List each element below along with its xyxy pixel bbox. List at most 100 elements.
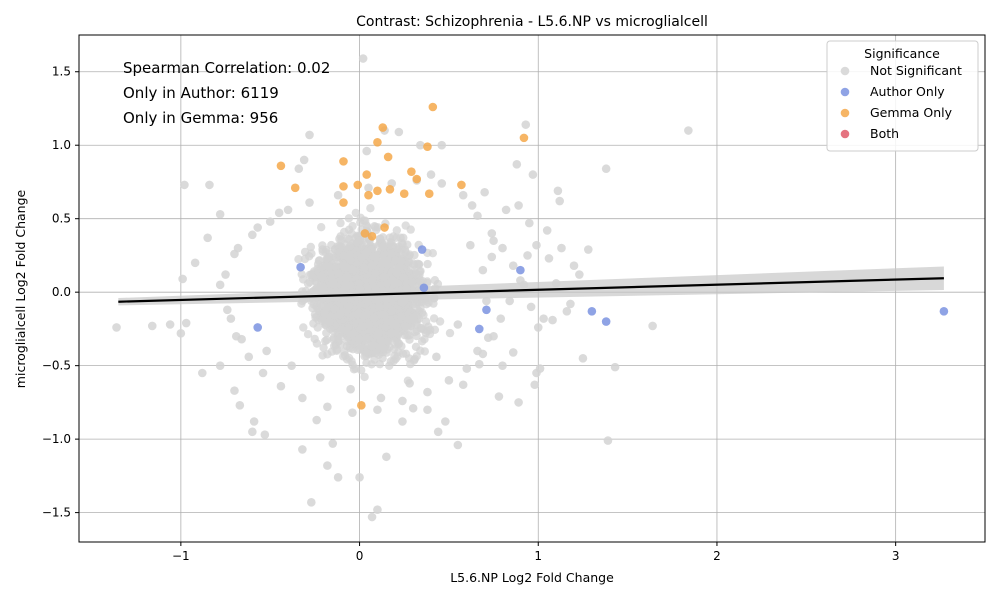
data-point	[526, 302, 536, 312]
cloud-point	[351, 364, 360, 373]
legend: Significance Not Significant Author Only G…	[826, 40, 979, 152]
data-point	[555, 196, 564, 206]
data-point	[498, 243, 507, 253]
cloud-point	[355, 284, 364, 293]
data-point	[230, 386, 239, 395]
data-point	[648, 321, 657, 331]
cloud-point	[321, 320, 330, 330]
legend-title: Significance	[864, 46, 940, 61]
cloud-point	[416, 292, 425, 301]
data-point	[215, 361, 225, 370]
data-point	[487, 252, 497, 262]
cloud-point	[407, 278, 417, 287]
data-point	[458, 380, 468, 390]
cloud-point	[382, 256, 391, 265]
data-point	[482, 296, 491, 306]
data-point	[205, 180, 214, 190]
data-point	[333, 473, 343, 482]
data-point	[376, 393, 386, 403]
cloud-point	[345, 235, 354, 244]
x-tick-label: 2	[713, 549, 721, 563]
cloud-point	[387, 329, 396, 338]
data-point	[462, 364, 472, 373]
legend-label: Not Significant	[870, 63, 962, 78]
y-tick-label: 1.5	[52, 65, 71, 79]
data-point	[575, 270, 584, 279]
data-point	[382, 452, 391, 462]
annotation-gemma-only: Only in Gemma: 956	[123, 109, 278, 127]
y-tick-label: −1.5	[42, 506, 71, 520]
data-point	[482, 305, 491, 315]
data-point	[178, 274, 187, 284]
data-point	[260, 430, 270, 440]
data-point	[355, 473, 364, 482]
series-author-only	[253, 245, 949, 334]
data-point	[457, 180, 466, 190]
cloud-point	[421, 317, 431, 326]
cloud-point	[318, 282, 328, 292]
data-point	[373, 186, 382, 196]
data-point	[498, 361, 507, 370]
data-point	[489, 236, 498, 246]
cloud-point	[425, 325, 435, 334]
data-point	[407, 167, 416, 176]
cloud-point	[387, 306, 396, 315]
data-point	[487, 229, 497, 238]
data-point	[583, 245, 593, 254]
y-axis-label: microglialcell Log2 Fold Change	[13, 189, 28, 388]
cloud-point	[410, 327, 419, 337]
data-point	[444, 376, 454, 385]
data-point	[514, 201, 523, 210]
data-point	[398, 417, 407, 426]
data-point	[294, 164, 304, 174]
cloud-point	[313, 264, 322, 273]
regression-ci-band	[118, 266, 944, 306]
data-point	[433, 427, 443, 437]
data-point	[276, 161, 286, 171]
cloud-point	[303, 330, 313, 339]
cloud-point	[318, 241, 327, 250]
cloud-point	[337, 287, 346, 296]
cloud-point	[319, 343, 328, 352]
data-point	[249, 417, 259, 426]
cloud-point	[359, 311, 368, 320]
cloud-point	[389, 232, 398, 241]
data-point	[508, 348, 518, 357]
data-point	[364, 183, 373, 193]
cloud-point	[388, 276, 397, 285]
data-point	[180, 180, 189, 190]
cloud-point	[430, 284, 440, 293]
data-point	[542, 226, 552, 235]
cloud-point	[299, 323, 308, 332]
cloud-point	[339, 251, 348, 260]
cloud-point	[379, 272, 389, 282]
data-point	[428, 102, 438, 112]
y-tick-label: −1.0	[42, 432, 71, 446]
data-point	[399, 189, 409, 199]
data-point	[601, 317, 611, 326]
cloud-point	[376, 234, 385, 243]
legend-label: Author Only	[870, 84, 945, 99]
cloud-point	[300, 247, 310, 257]
data-point	[532, 240, 541, 250]
plot-frame	[78, 34, 986, 543]
data-point	[165, 320, 175, 329]
data-point	[601, 164, 611, 174]
data-point	[367, 232, 377, 241]
cloud-point	[345, 242, 355, 251]
data-points	[112, 54, 949, 522]
cloud-point	[336, 218, 345, 228]
cloud-point	[362, 247, 372, 257]
cloud-point	[309, 286, 319, 295]
cloud-point	[396, 256, 406, 266]
data-point	[496, 314, 506, 323]
cloud-point	[360, 372, 369, 382]
data-point	[453, 320, 463, 329]
data-point	[535, 364, 545, 373]
data-point	[519, 133, 529, 143]
cloud-point	[330, 280, 339, 289]
cloud-point	[420, 347, 429, 356]
data-point	[283, 205, 293, 215]
cloud-point	[346, 255, 355, 265]
x-tick-label: −1	[172, 549, 190, 563]
